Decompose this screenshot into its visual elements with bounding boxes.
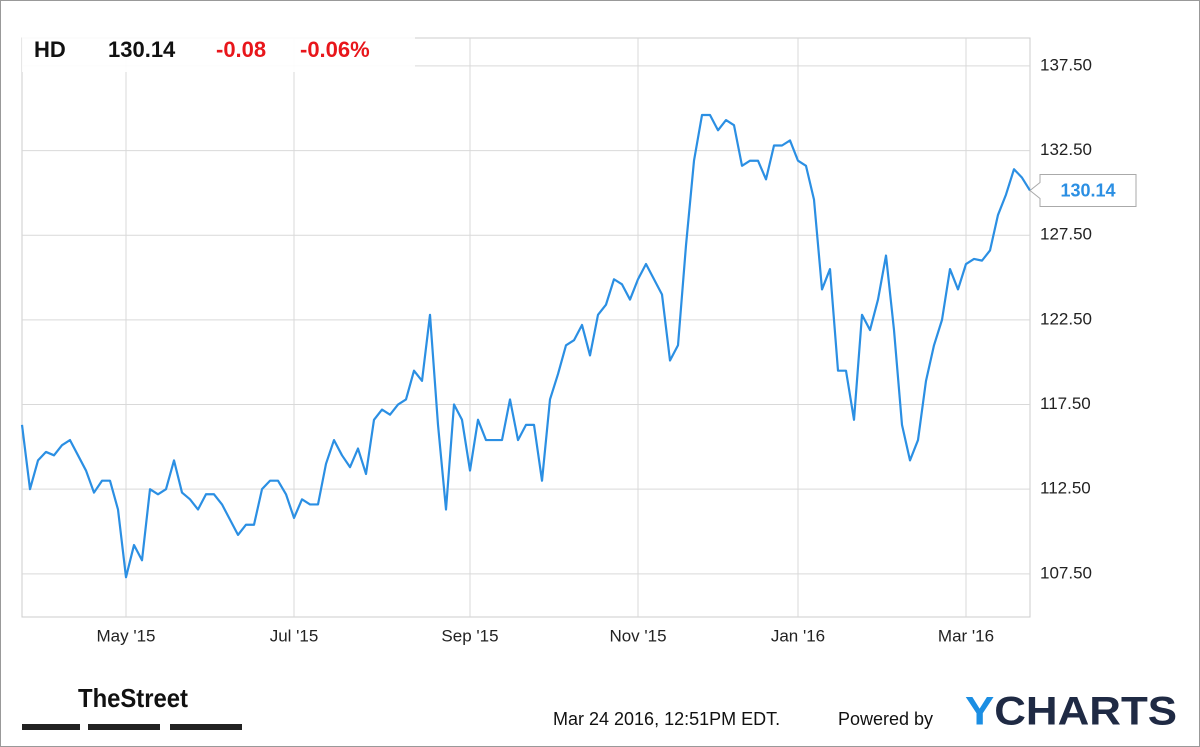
x-tick-label: Sep '15 [441,626,498,645]
x-tick-label: Nov '15 [609,626,666,645]
y-tick-label: 127.50 [1040,225,1092,244]
timestamp: Mar 24 2016, 12:51PM EDT. [553,709,780,729]
plot-area [21,37,1031,618]
y-tick-label: 132.50 [1040,140,1092,159]
price: 130.14 [108,37,176,62]
publisher-logo: TheStreet [78,683,188,713]
logo-bar [88,724,160,730]
x-tick-label: May '15 [97,626,156,645]
y-tick-label: 117.50 [1040,394,1091,413]
change-percent: -0.06% [300,37,370,62]
last-price-callout [1029,174,1137,208]
last-price-label: 130.14 [1060,180,1115,200]
x-tick-label: Jul '15 [270,626,319,645]
y-tick-label: 107.50 [1040,563,1092,582]
x-tick-label: Mar '16 [938,626,994,645]
x-tick-label: Jan '16 [771,626,825,645]
symbol: HD [34,37,66,62]
price-line [20,113,1031,579]
y-tick-label: 137.50 [1040,55,1092,74]
brand-logo: YCHARTS [965,690,1177,734]
change: -0.08 [216,37,266,62]
y-tick-label: 122.50 [1040,309,1092,328]
y-tick-label: 112.50 [1040,479,1091,498]
powered-by: Powered by [838,709,933,729]
logo-bar [22,724,80,730]
quote-box [22,30,415,72]
logo-bar [170,724,242,730]
